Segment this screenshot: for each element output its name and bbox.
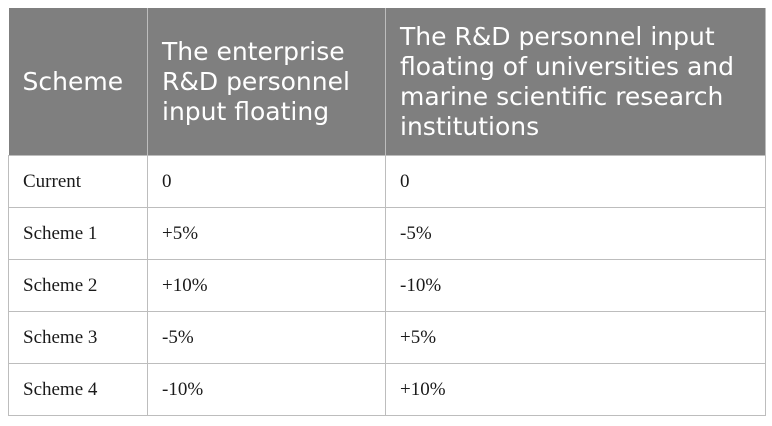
row-enterprise-cell: 0 xyxy=(147,155,386,208)
header-universities-floating: The R&D personnel input floating of univ… xyxy=(385,8,766,156)
table-row: Current 0 0 xyxy=(8,155,766,208)
row-enterprise-cell: -5% xyxy=(147,311,386,364)
header-row: Scheme The enterprise R&D personnel inpu… xyxy=(8,8,766,156)
header-enterprise-floating: The enterprise R&D personnel input float… xyxy=(147,8,386,156)
table-header: Scheme The enterprise R&D personnel inpu… xyxy=(8,8,766,156)
table-row: Scheme 4 -10% +10% xyxy=(8,363,766,416)
header-scheme: Scheme xyxy=(8,8,148,156)
row-universities-cell: 0 xyxy=(385,155,766,208)
row-universities-cell: -10% xyxy=(385,259,766,312)
row-scheme-cell: Scheme 1 xyxy=(8,207,148,260)
row-universities-cell: -5% xyxy=(385,207,766,260)
row-enterprise-cell: +10% xyxy=(147,259,386,312)
row-scheme-cell: Scheme 3 xyxy=(8,311,148,364)
scheme-table: Scheme The enterprise R&D personnel inpu… xyxy=(8,8,766,416)
table-row: Scheme 2 +10% -10% xyxy=(8,259,766,312)
row-scheme-cell: Current xyxy=(8,155,148,208)
row-universities-cell: +5% xyxy=(385,311,766,364)
row-scheme-cell: Scheme 4 xyxy=(8,363,148,416)
table-row: Scheme 1 +5% -5% xyxy=(8,207,766,260)
row-scheme-cell: Scheme 2 xyxy=(8,259,148,312)
row-enterprise-cell: -10% xyxy=(147,363,386,416)
table-row: Scheme 3 -5% +5% xyxy=(8,311,766,364)
table-body: Current 0 0 Scheme 1 +5% -5% Scheme 2 +1… xyxy=(8,155,766,416)
row-universities-cell: +10% xyxy=(385,363,766,416)
row-enterprise-cell: +5% xyxy=(147,207,386,260)
